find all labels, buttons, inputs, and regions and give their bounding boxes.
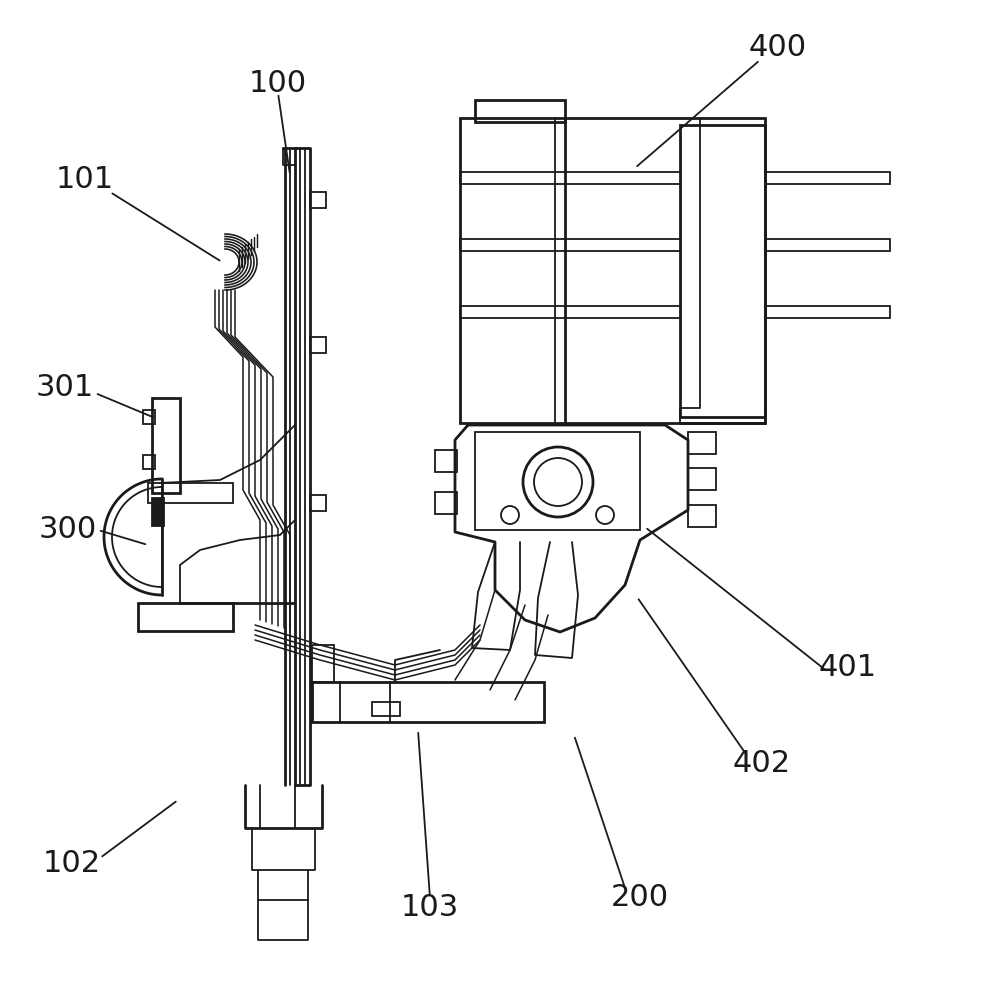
Bar: [310, 495, 326, 511]
Bar: [680, 125, 765, 417]
Text: 200: 200: [611, 884, 669, 912]
Bar: [312, 645, 334, 682]
Text: 103: 103: [401, 894, 459, 922]
Bar: [310, 192, 326, 208]
Text: 100: 100: [249, 69, 307, 97]
Bar: [152, 498, 164, 526]
Text: 101: 101: [56, 166, 114, 194]
Bar: [435, 492, 457, 514]
Bar: [460, 118, 765, 423]
Bar: [688, 468, 716, 490]
Text: 400: 400: [749, 33, 807, 63]
Text: 402: 402: [733, 749, 791, 778]
Text: 401: 401: [819, 653, 877, 683]
Bar: [688, 432, 716, 454]
Bar: [765, 239, 890, 251]
Bar: [765, 306, 890, 318]
Bar: [435, 450, 457, 472]
Text: 301: 301: [36, 374, 94, 402]
Bar: [475, 432, 640, 530]
Bar: [143, 410, 155, 424]
Bar: [688, 505, 716, 527]
Text: 102: 102: [43, 849, 101, 877]
Bar: [312, 682, 544, 722]
Bar: [143, 455, 155, 469]
Bar: [310, 337, 326, 353]
Bar: [152, 398, 180, 493]
Text: 300: 300: [39, 515, 97, 544]
Bar: [148, 483, 233, 503]
Bar: [138, 603, 233, 631]
Bar: [475, 100, 565, 122]
Bar: [372, 702, 400, 716]
Bar: [765, 172, 890, 184]
